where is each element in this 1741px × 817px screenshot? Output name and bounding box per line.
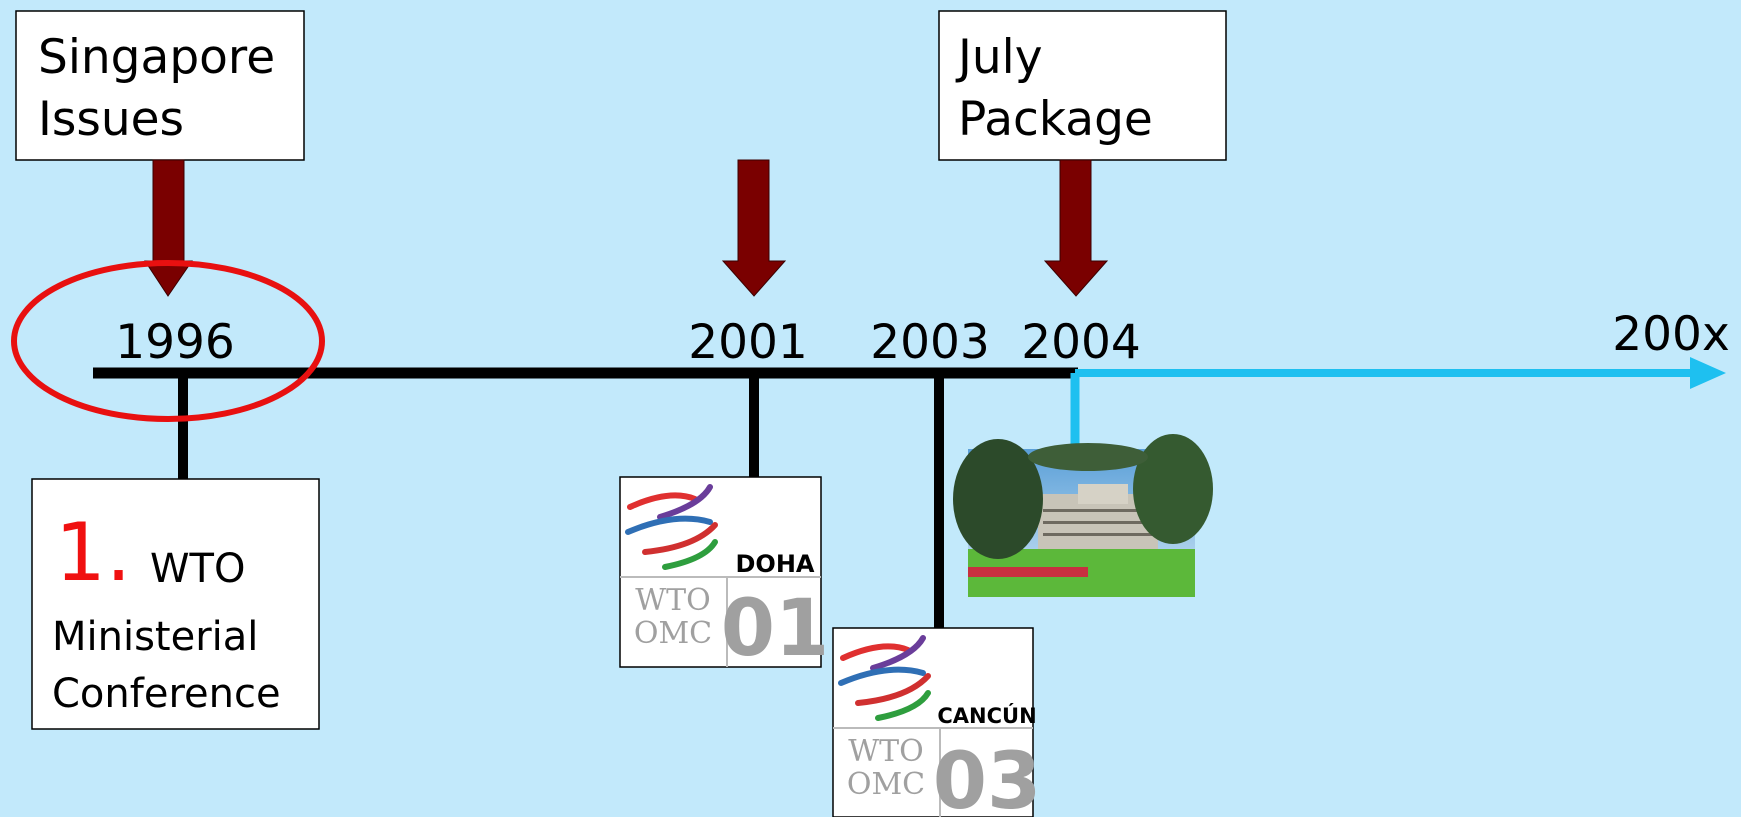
flower-bed — [968, 567, 1088, 577]
conference-text: WTO — [150, 546, 245, 592]
logo-org: WTO — [635, 583, 710, 618]
cancun-logo: CANCÚN 03 WTO OMC — [833, 628, 1041, 817]
logo-event: CANCÚN — [937, 703, 1036, 728]
building-photo — [953, 434, 1213, 597]
callout-text: Package — [958, 92, 1153, 147]
window-row — [1043, 533, 1153, 536]
window-row — [1043, 521, 1153, 524]
callout-text: July — [955, 30, 1043, 85]
logo-year: 01 — [721, 584, 830, 674]
tree-branches — [1028, 443, 1148, 471]
conference-text: Ministerial — [52, 614, 258, 660]
year-label: 200x — [1612, 307, 1730, 362]
year-label: 2001 — [688, 315, 808, 370]
logo-org: OMC — [847, 767, 925, 802]
logo-org: OMC — [634, 616, 712, 651]
conference-number: 1. — [55, 506, 131, 599]
logo-year: 03 — [933, 737, 1042, 817]
logo-event: DOHA — [736, 550, 815, 578]
callout-text: Singapore — [38, 30, 275, 85]
building-top — [1078, 484, 1128, 504]
year-label: 2004 — [1021, 315, 1141, 370]
logo-org: WTO — [848, 734, 923, 769]
conference-text: Conference — [52, 671, 281, 717]
year-label: 1996 — [115, 315, 235, 370]
tree — [1133, 434, 1213, 544]
doha-logo: DOHA 01 WTO OMC — [620, 477, 829, 674]
year-label: 2003 — [870, 315, 990, 370]
slide: Singapore Issues July Package 1996 2001 … — [0, 0, 1741, 817]
callout-text: Issues — [38, 92, 184, 147]
